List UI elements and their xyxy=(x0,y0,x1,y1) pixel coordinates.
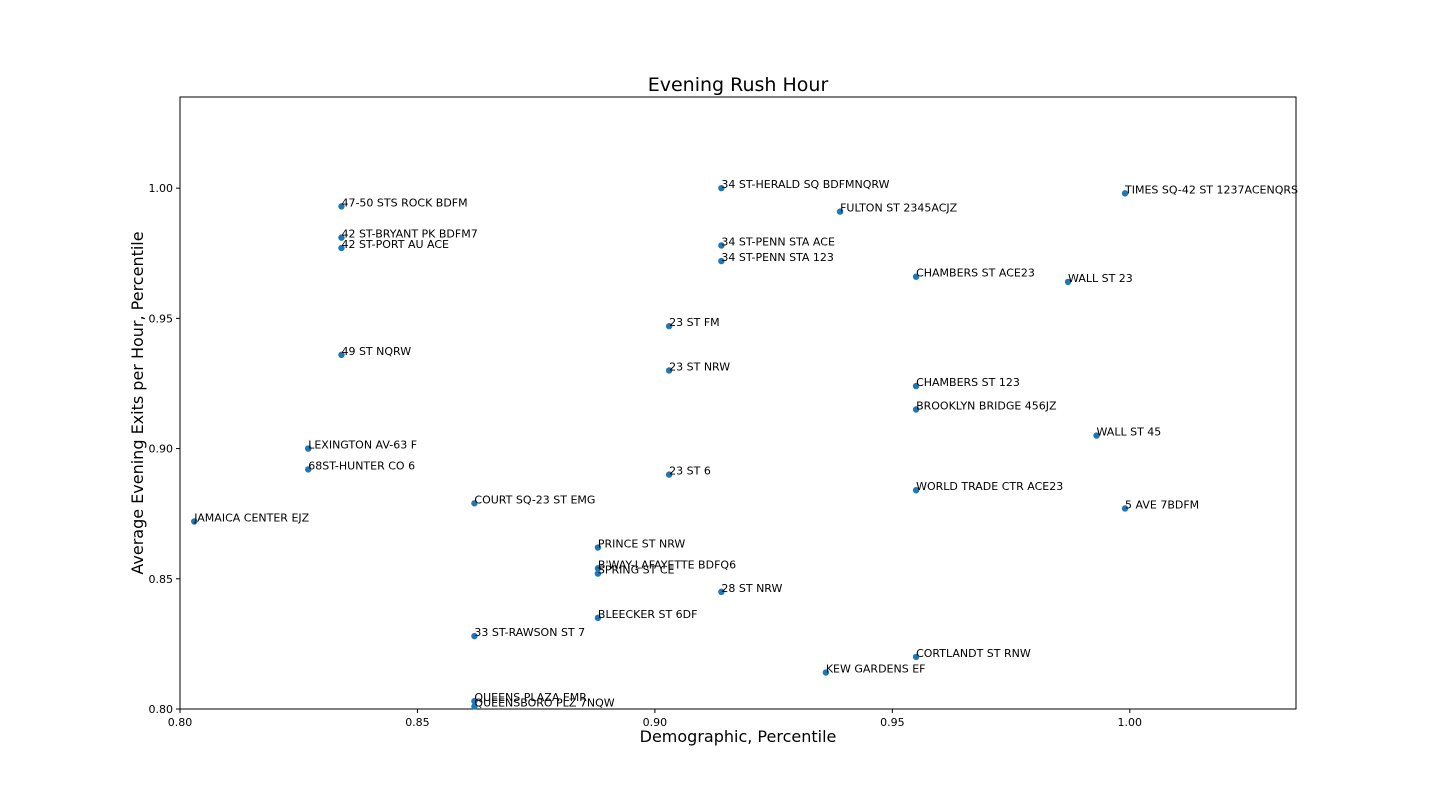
data-point xyxy=(305,445,312,452)
point-label: 23 ST FM xyxy=(669,316,720,329)
data-point xyxy=(912,382,920,390)
point-label: JAMAICA CENTER EJZ xyxy=(193,511,309,524)
point-label: 34 ST-PENN STA 123 xyxy=(721,251,834,264)
point-label: LEXINGTON AV-63 F xyxy=(308,439,417,452)
data-point xyxy=(594,570,602,577)
point-label: QUEENSBORO PLZ 7NQW xyxy=(474,696,614,709)
point-label: CHAMBERS ST 123 xyxy=(916,376,1020,389)
y-axis-label: Average Evening Exits per Hour, Percenti… xyxy=(128,231,147,574)
data-point xyxy=(718,257,725,265)
point-label: 42 ST-BRYANT PK BDFM7 xyxy=(341,228,477,241)
point-label: 34 ST-PENN STA ACE xyxy=(721,235,835,248)
point-label: QUEENS PLAZA EMR xyxy=(474,691,587,704)
data-point xyxy=(665,322,673,330)
chart-title: Evening Rush Hour xyxy=(648,74,829,96)
point-label: CHAMBERS ST ACE23 xyxy=(916,267,1035,280)
data-point xyxy=(338,234,345,241)
data-point xyxy=(594,565,602,572)
x-tick-label: 0.95 xyxy=(880,716,905,729)
point-label: KEW GARDENS EF xyxy=(826,663,926,676)
data-point xyxy=(912,273,920,280)
x-tick-label: 1.00 xyxy=(1118,716,1143,729)
point-label: 23 ST NRW xyxy=(669,360,730,373)
point-label: CORTLANDT ST RNW xyxy=(916,647,1031,660)
point-label: 5 AVE 7BDFM xyxy=(1125,498,1199,511)
data-point xyxy=(1064,278,1072,286)
point-label: 34 ST-HERALD SQ BDFMNQRW xyxy=(721,178,889,191)
point-label: BLEECKER ST 6DF xyxy=(598,608,698,621)
point-label: COURT SQ-23 ST EMG xyxy=(474,493,595,506)
y-tick-label: 0.80 xyxy=(149,703,174,716)
y-tick-label: 0.85 xyxy=(149,573,174,586)
data-point xyxy=(191,518,198,525)
point-label: 42 ST-PORT AU ACE xyxy=(341,238,449,251)
data-point xyxy=(471,703,478,710)
x-tick-label: 0.80 xyxy=(168,716,193,729)
data-point xyxy=(822,669,830,676)
point-label: 68ST-HUNTER CO 6 xyxy=(308,459,415,472)
data-point xyxy=(1121,190,1129,197)
x-tick-label: 0.90 xyxy=(643,716,668,729)
point-label: B'WAY-LAFAYETTE BDFQ6 xyxy=(598,558,736,571)
data-point xyxy=(338,244,345,252)
point-label: 28 ST NRW xyxy=(721,582,782,595)
y-tick-label: 0.90 xyxy=(149,443,174,456)
data-point xyxy=(338,351,345,359)
data-point xyxy=(1093,432,1100,439)
point-label: WALL ST 23 xyxy=(1068,272,1133,285)
point-label: BROOKLYN BRIDGE 456JZ xyxy=(916,400,1057,413)
point-label: SPRING ST CE xyxy=(598,564,675,577)
data-point xyxy=(1121,505,1129,512)
data-point xyxy=(665,367,673,374)
point-label: WALL ST 45 xyxy=(1097,426,1162,439)
x-axis-label: Demographic, Percentile xyxy=(640,727,837,746)
point-label: WORLD TRADE CTR ACE23 xyxy=(916,480,1063,493)
y-tick-label: 0.95 xyxy=(149,312,174,325)
data-point xyxy=(665,471,673,478)
point-label: 33 ST-RAWSON ST 7 xyxy=(474,626,585,639)
point-label: TIMES SQ-42 ST 1237ACENQRS xyxy=(1124,183,1298,196)
x-tick-label: 0.85 xyxy=(405,716,430,729)
data-point xyxy=(471,697,478,705)
data-point xyxy=(718,184,725,192)
data-point xyxy=(338,203,345,210)
data-point xyxy=(305,466,312,473)
point-label: PRINCE ST NRW xyxy=(598,538,686,551)
point-label: FULTON ST 2345ACJZ xyxy=(840,202,958,215)
point-label: 49 ST NQRW xyxy=(341,345,411,358)
data-point xyxy=(471,632,478,640)
axes-frame xyxy=(179,96,1297,710)
point-label: 23 ST 6 xyxy=(669,465,711,478)
data-point xyxy=(836,208,844,215)
data-point xyxy=(912,487,920,494)
point-label: 47-50 STS ROCK BDFM xyxy=(341,196,467,209)
data-point xyxy=(471,500,478,507)
data-point xyxy=(912,406,920,413)
data-point xyxy=(718,242,725,249)
data-point xyxy=(594,544,602,551)
data-point xyxy=(718,588,725,596)
data-point xyxy=(594,614,602,622)
plot-area: 0.80 0.85 0.90 0.95 1.00 0.80 0.85 0.90 0.95 1.00… xyxy=(149,96,1298,729)
y-tick-label: 1.00 xyxy=(149,182,174,195)
data-point xyxy=(912,653,920,661)
